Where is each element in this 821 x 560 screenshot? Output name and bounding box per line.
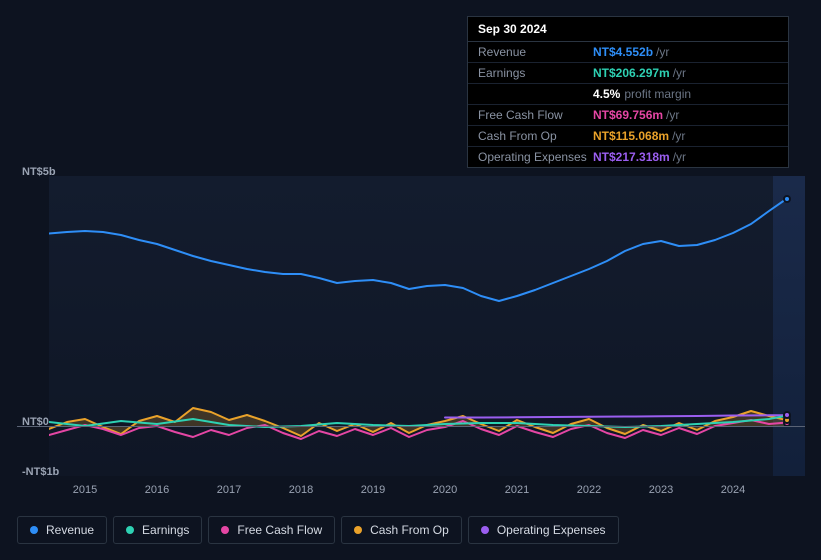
tooltip-metric-value: NT$206.297m: [593, 67, 670, 79]
x-axis-label: 2019: [361, 484, 385, 496]
x-axis-label: 2016: [145, 484, 169, 496]
tooltip-sub-pct: 4.5%: [593, 88, 620, 100]
tooltip-suffix: /yr: [656, 46, 669, 58]
chart-area: [17, 176, 805, 476]
legend-item-earnings[interactable]: Earnings: [113, 516, 202, 544]
tooltip-metric-label: Earnings: [478, 67, 593, 79]
legend-item-revenue[interactable]: Revenue: [17, 516, 107, 544]
legend-dot-icon: [30, 526, 38, 534]
legend-label: Earnings: [142, 523, 189, 537]
tooltip-suffix: /yr: [672, 130, 685, 142]
zero-gridline: [17, 426, 805, 427]
chart-tooltip: Sep 30 2024RevenueNT$4.552b/yrEarningsNT…: [467, 16, 789, 168]
legend-label: Revenue: [46, 523, 94, 537]
legend-dot-icon: [221, 526, 229, 534]
legend-item-fcf[interactable]: Free Cash Flow: [208, 516, 335, 544]
x-axis-label: 2017: [217, 484, 241, 496]
legend-item-cfo[interactable]: Cash From Op: [341, 516, 462, 544]
x-axis-label: 2022: [577, 484, 601, 496]
tooltip-suffix: /yr: [666, 109, 679, 121]
x-axis-label: 2015: [73, 484, 97, 496]
tooltip-row: Cash From OpNT$115.068m/yr: [468, 126, 788, 147]
tooltip-sub-label: profit margin: [624, 88, 691, 100]
series-line-revenue: [49, 199, 787, 302]
series-end-marker-revenue: [783, 195, 791, 203]
legend-label: Free Cash Flow: [237, 523, 322, 537]
series-fill-cfo: [49, 408, 787, 436]
legend-item-opex[interactable]: Operating Expenses: [468, 516, 619, 544]
y-axis-label: -NT$1b: [22, 466, 59, 478]
tooltip-date: Sep 30 2024: [468, 17, 788, 42]
legend-label: Cash From Op: [370, 523, 449, 537]
tooltip-metric-value: NT$69.756m: [593, 109, 663, 121]
legend-label: Operating Expenses: [497, 523, 606, 537]
tooltip-suffix: /yr: [673, 151, 686, 163]
x-axis-label: 2024: [721, 484, 745, 496]
legend-dot-icon: [354, 526, 362, 534]
tooltip-metric-label: Free Cash Flow: [478, 109, 593, 121]
series-end-marker-opex: [783, 411, 791, 419]
x-axis-label: 2023: [649, 484, 673, 496]
x-axis-labels: 2015 2016 2017 2018 2019 2020 2021 2022 2023 2024: [49, 484, 805, 500]
tooltip-metric-value: NT$115.068m: [593, 130, 669, 142]
tooltip-row: RevenueNT$4.552b/yr: [468, 42, 788, 63]
tooltip-metric-label: Revenue: [478, 46, 593, 58]
x-axis-label: 2018: [289, 484, 313, 496]
legend-dot-icon: [126, 526, 134, 534]
y-axis-label: NT$5b: [22, 166, 56, 178]
y-axis-label: NT$0: [22, 416, 49, 428]
tooltip-metric-value: NT$4.552b: [593, 46, 653, 58]
tooltip-suffix: /yr: [673, 67, 686, 79]
tooltip-row: Free Cash FlowNT$69.756m/yr: [468, 105, 788, 126]
tooltip-row: Operating ExpensesNT$217.318m/yr: [468, 147, 788, 167]
tooltip-subrow: 4.5% profit margin: [468, 84, 788, 105]
tooltip-metric-value: NT$217.318m: [593, 151, 670, 163]
chart-legend: Revenue Earnings Free Cash Flow Cash From O…: [17, 516, 619, 544]
tooltip-metric-label: Operating Expenses: [478, 151, 593, 163]
tooltip-row: EarningsNT$206.297m/yr: [468, 63, 788, 84]
x-axis-label: 2021: [505, 484, 529, 496]
x-axis-label: 2020: [433, 484, 457, 496]
tooltip-metric-label: Cash From Op: [478, 130, 593, 142]
legend-dot-icon: [481, 526, 489, 534]
chart-svg: [49, 176, 805, 476]
